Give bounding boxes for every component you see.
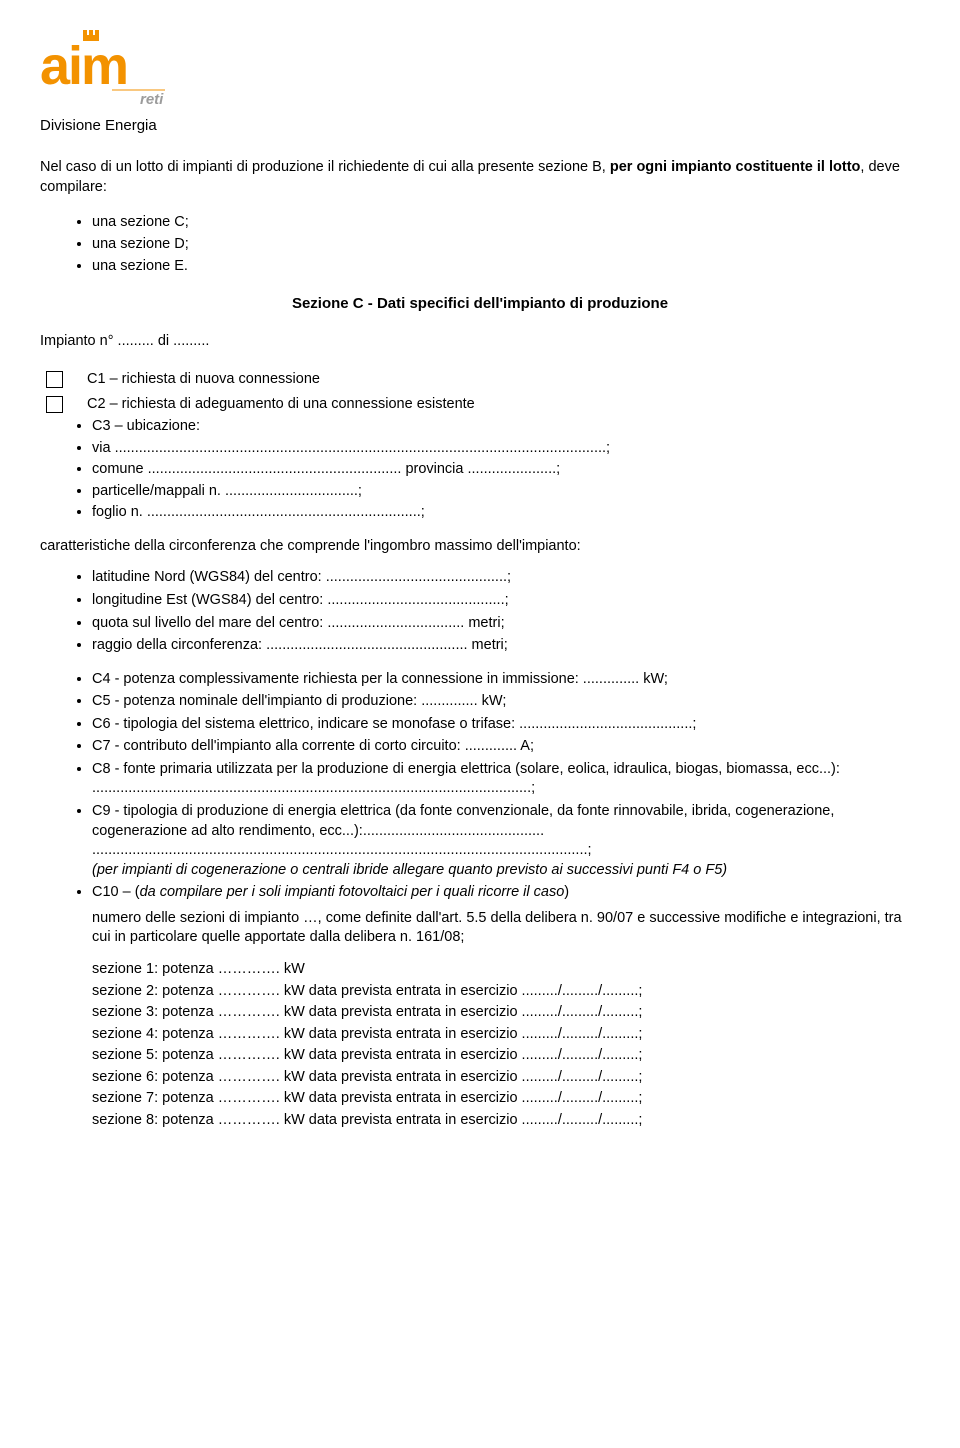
c9-line2: ........................................… <box>92 842 592 858</box>
sezione-line: sezione 6: potenza …………. kW data previst… <box>92 1068 920 1088</box>
c6-item: C6 - tipologia del sistema elettrico, in… <box>92 715 920 735</box>
c10-numero: numero delle sezioni di impianto …, come… <box>92 909 920 948</box>
sezione-line: sezione 8: potenza …………. kW data previst… <box>92 1111 920 1131</box>
intro-paragraph: Nel caso di un lotto di impianti di prod… <box>40 158 920 197</box>
top-list-item: una sezione C; <box>92 213 920 233</box>
division-label: Divisione Energia <box>40 116 920 136</box>
checkbox-c2[interactable] <box>46 396 63 413</box>
sezione-line: sezione 3: potenza …………. kW data previst… <box>92 1003 920 1023</box>
c10-italic: da compilare per i soli impianti fotovol… <box>140 884 565 900</box>
top-list: una sezione C; una sezione D; una sezion… <box>40 213 920 276</box>
sezione-line: sezione 5: potenza …………. kW data previst… <box>92 1046 920 1066</box>
sezione-line: sezione 2: potenza …………. kW data previst… <box>92 982 920 1002</box>
top-list-item: una sezione D; <box>92 235 920 255</box>
c2-label: C2 – richiesta di adeguamento di una con… <box>87 395 920 415</box>
circ-item: latitudine Nord (WGS84) del centro: ....… <box>92 568 920 588</box>
section-c-title: Sezione C - Dati specifici dell'impianto… <box>40 294 920 314</box>
c10-prefix: C10 – ( <box>92 884 140 900</box>
c8-line1: C8 - fonte primaria utilizzata per la pr… <box>92 761 840 777</box>
c-items-list: C4 - potenza complessivamente richiesta … <box>40 670 920 1131</box>
svg-text:aim: aim <box>40 36 127 96</box>
circ-item: raggio della circonferenza: ............… <box>92 636 920 656</box>
sezioni-block: sezione 1: potenza …………. kW sezione 2: p… <box>92 960 920 1131</box>
c8-item: C8 - fonte primaria utilizzata per la pr… <box>92 760 920 799</box>
c9-line1: C9 - tipologia di produzione di energia … <box>92 803 834 839</box>
c1-label: C1 – richiesta di nuova connessione <box>87 370 920 390</box>
c9-note: (per impianti di cogenerazione o central… <box>92 862 727 878</box>
c3-item: foglio n. ..............................… <box>92 503 920 523</box>
caratteristiche-label: caratteristiche della circonferenza che … <box>40 537 920 557</box>
circonferenza-list: latitudine Nord (WGS84) del centro: ....… <box>40 568 920 655</box>
c10-item: C10 – (da compilare per i soli impianti … <box>92 883 920 1130</box>
checkbox-c1[interactable] <box>46 371 63 388</box>
c3-item: comune .................................… <box>92 460 920 480</box>
c9-item: C9 - tipologia di produzione di energia … <box>92 802 920 880</box>
impianto-line: Impianto n° ......... di ......... <box>40 332 920 352</box>
sezione-line: sezione 1: potenza …………. kW <box>92 960 920 980</box>
sezione-line: sezione 4: potenza …………. kW data previst… <box>92 1025 920 1045</box>
intro-part1: Nel caso di un lotto di impianti di prod… <box>40 159 610 175</box>
c3-ubicazione: C3 – ubicazione: <box>92 417 920 437</box>
logo: aim reti <box>40 30 920 108</box>
c7-item: C7 - contributo dell'impianto alla corre… <box>92 737 920 757</box>
c10-suffix: ) <box>564 884 569 900</box>
circ-item: longitudine Est (WGS84) del centro: ....… <box>92 591 920 611</box>
sezione-line: sezione 7: potenza …………. kW data previst… <box>92 1089 920 1109</box>
c8-line2: ........................................… <box>92 780 535 796</box>
circ-item: quota sul livello del mare del centro: .… <box>92 614 920 634</box>
svg-text:reti: reti <box>140 91 164 108</box>
top-list-item: una sezione E. <box>92 257 920 277</box>
c3-list: C3 – ubicazione: via ...................… <box>40 417 920 523</box>
c3-item: via ....................................… <box>92 439 920 459</box>
c5-item: C5 - potenza nominale dell'impianto di p… <box>92 692 920 712</box>
c3-item: particelle/mappali n. ..................… <box>92 482 920 502</box>
intro-bold: per ogni impianto costituente il lotto <box>610 159 861 175</box>
c4-item: C4 - potenza complessivamente richiesta … <box>92 670 920 690</box>
